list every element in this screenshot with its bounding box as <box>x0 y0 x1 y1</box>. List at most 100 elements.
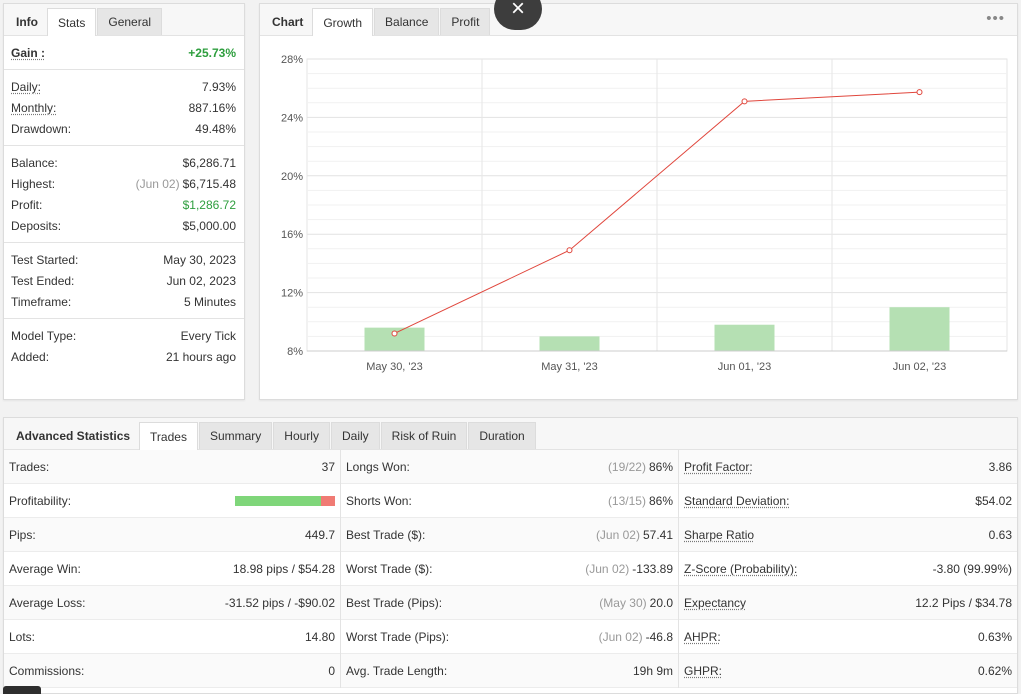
close-button[interactable]: × <box>494 0 542 30</box>
ahpr-row: AHPR: 0.63% <box>679 620 1017 654</box>
y-tick-label: 20% <box>281 171 303 183</box>
tab-hourly[interactable]: Hourly <box>273 422 330 449</box>
worst-trade-usd-note: (Jun 02) <box>585 561 630 576</box>
model-type-label: Model Type: <box>11 328 77 343</box>
trades-row: Trades: 37 <box>4 450 340 484</box>
pips-value: 449.7 <box>304 527 335 542</box>
standard-deviation-value: $54.02 <box>975 493 1012 508</box>
profit-label: Profit: <box>11 197 43 212</box>
avg-trade-length-label: Avg. Trade Length: <box>346 663 448 678</box>
z-score-label[interactable]: Z-Score (Probability): <box>684 561 798 576</box>
trades-column: Trades: 37 Profitability: Pips: 449.7 Aver… <box>4 450 341 688</box>
ratios-column: Profit Factor: 3.86 Standard Deviation: $5… <box>679 450 1017 688</box>
lots-label: Lots: <box>9 629 36 644</box>
scroll-to-top-button[interactable] <box>3 686 41 694</box>
monthly-label[interactable]: Monthly: <box>11 100 57 115</box>
longs-won-label: Longs Won: <box>346 459 410 474</box>
tab-chart[interactable]: Chart <box>272 14 304 29</box>
model-type-row: Model Type: Every Tick <box>11 325 236 346</box>
tab-profit[interactable]: Profit <box>440 8 491 35</box>
tab-advanced-statistics[interactable]: Advanced Statistics <box>16 428 131 443</box>
lots-row: Lots: 14.80 <box>4 620 340 654</box>
tab-daily[interactable]: Daily <box>330 422 380 449</box>
profit-factor-row: Profit Factor: 3.86 <box>679 450 1017 484</box>
tab-general[interactable]: General <box>97 8 163 35</box>
best-trade-pips-note: (May 30) <box>599 595 647 610</box>
balance-row: Balance: $6,286.71 <box>11 152 236 173</box>
tab-balance[interactable]: Balance <box>374 8 440 35</box>
y-tick-label: 8% <box>287 346 303 358</box>
average-win-row: Average Win: 18.98 pips / $54.28 <box>4 552 340 586</box>
ghpr-row: GHPR: 0.62% <box>679 654 1017 688</box>
highest-label: Highest: <box>11 176 56 191</box>
x-tick-label: May 31, '23 <box>541 361 598 373</box>
standard-deviation-label[interactable]: Standard Deviation: <box>684 493 790 508</box>
shorts-won-note: (13/15) <box>607 493 646 508</box>
highest-date: (Jun 02) <box>135 176 180 191</box>
longs-won-note: (19/22) <box>607 459 646 474</box>
profitability-row: Profitability: <box>4 484 340 518</box>
close-icon: × <box>510 0 525 22</box>
sharpe-ratio-label[interactable]: Sharpe Ratio <box>684 527 755 542</box>
pips-label: Pips: <box>9 527 36 542</box>
best-trade-usd-row: Best Trade ($): (Jun 02) 57.41 <box>341 518 678 552</box>
wins-column: Longs Won: (19/22) 86% Shorts Won: (13/15) 8… <box>341 450 679 688</box>
more-options-icon[interactable]: ••• <box>986 10 1005 27</box>
deposits-row: Deposits: $5,000.00 <box>11 215 236 236</box>
trades-value: 37 <box>321 459 335 474</box>
y-tick-label: 24% <box>281 112 303 124</box>
bar <box>714 324 775 351</box>
growth-point <box>566 247 573 254</box>
commissions-label: Commissions: <box>9 663 85 678</box>
tab-summary[interactable]: Summary <box>198 422 273 449</box>
worst-trade-pips-value-wrap: (Jun 02) -46.8 <box>599 630 673 644</box>
tab-growth[interactable]: Growth <box>312 8 374 36</box>
tab-info[interactable]: Info <box>16 14 38 29</box>
profitability-bar-lost <box>321 495 335 506</box>
x-tick-label: May 30, '23 <box>366 361 423 373</box>
worst-trade-usd-value-wrap: (Jun 02) -133.89 <box>585 562 673 576</box>
ghpr-value: 0.62% <box>977 663 1012 678</box>
y-tick-label: 16% <box>281 229 303 241</box>
tab-risk-of-ruin[interactable]: Risk of Ruin <box>380 422 468 449</box>
gain-group: Gain : +25.73% <box>4 36 244 70</box>
commissions-row: Commissions: 0 <box>4 654 340 688</box>
test-started-value: May 30, 2023 <box>163 252 236 267</box>
timeframe-value: 5 Minutes <box>183 294 236 309</box>
advanced-tabbar: Advanced Statistics Trades Summary Hourl… <box>4 418 1017 450</box>
ahpr-label[interactable]: AHPR: <box>684 629 721 644</box>
gain-label[interactable]: Gain : <box>11 45 46 60</box>
shorts-won-value: 86% <box>648 493 673 508</box>
avg-trade-length-value: 19h 9m <box>632 663 673 678</box>
expectancy-label[interactable]: Expectancy <box>684 595 747 610</box>
highest-row: Highest: (Jun 02) $6,715.48 <box>11 173 236 194</box>
drawdown-label: Drawdown: <box>11 121 72 136</box>
y-tick-label: 28% <box>281 54 303 66</box>
daily-row: Daily: 7.93% <box>11 76 236 97</box>
advanced-grid: Trades: 37 Profitability: Pips: 449.7 Aver… <box>4 450 1017 688</box>
worst-trade-usd-value: -133.89 <box>632 561 673 576</box>
trades-label: Trades: <box>9 459 50 474</box>
test-started-label: Test Started: <box>11 252 79 267</box>
profitability-label: Profitability: <box>9 493 72 508</box>
tab-stats[interactable]: Stats <box>47 8 97 36</box>
profit-factor-label[interactable]: Profit Factor: <box>684 459 753 474</box>
y-tick-label: 12% <box>281 288 303 300</box>
expectancy-row: Expectancy 12.2 Pips / $34.78 <box>679 586 1017 620</box>
average-win-label: Average Win: <box>9 561 81 576</box>
advanced-statistics-panel: Advanced Statistics Trades Summary Hourl… <box>3 417 1018 694</box>
x-tick-label: Jun 01, '23 <box>718 361 771 373</box>
best-trade-pips-value: 20.0 <box>649 595 673 610</box>
lots-value: 14.80 <box>304 629 335 644</box>
ghpr-label[interactable]: GHPR: <box>684 663 723 678</box>
profitability-bar-won <box>235 495 321 506</box>
z-score-value: -3.80 (99.99%) <box>932 561 1012 576</box>
gain-value: +25.73% <box>188 45 236 60</box>
timeframe-label: Timeframe: <box>11 294 72 309</box>
monthly-value: 887.16% <box>188 100 236 115</box>
daily-label[interactable]: Daily: <box>11 79 42 94</box>
tab-duration[interactable]: Duration <box>468 422 536 449</box>
average-loss-label: Average Loss: <box>9 595 86 610</box>
tab-trades[interactable]: Trades <box>139 422 198 450</box>
longs-won-value-wrap: (19/22) 86% <box>608 460 673 474</box>
